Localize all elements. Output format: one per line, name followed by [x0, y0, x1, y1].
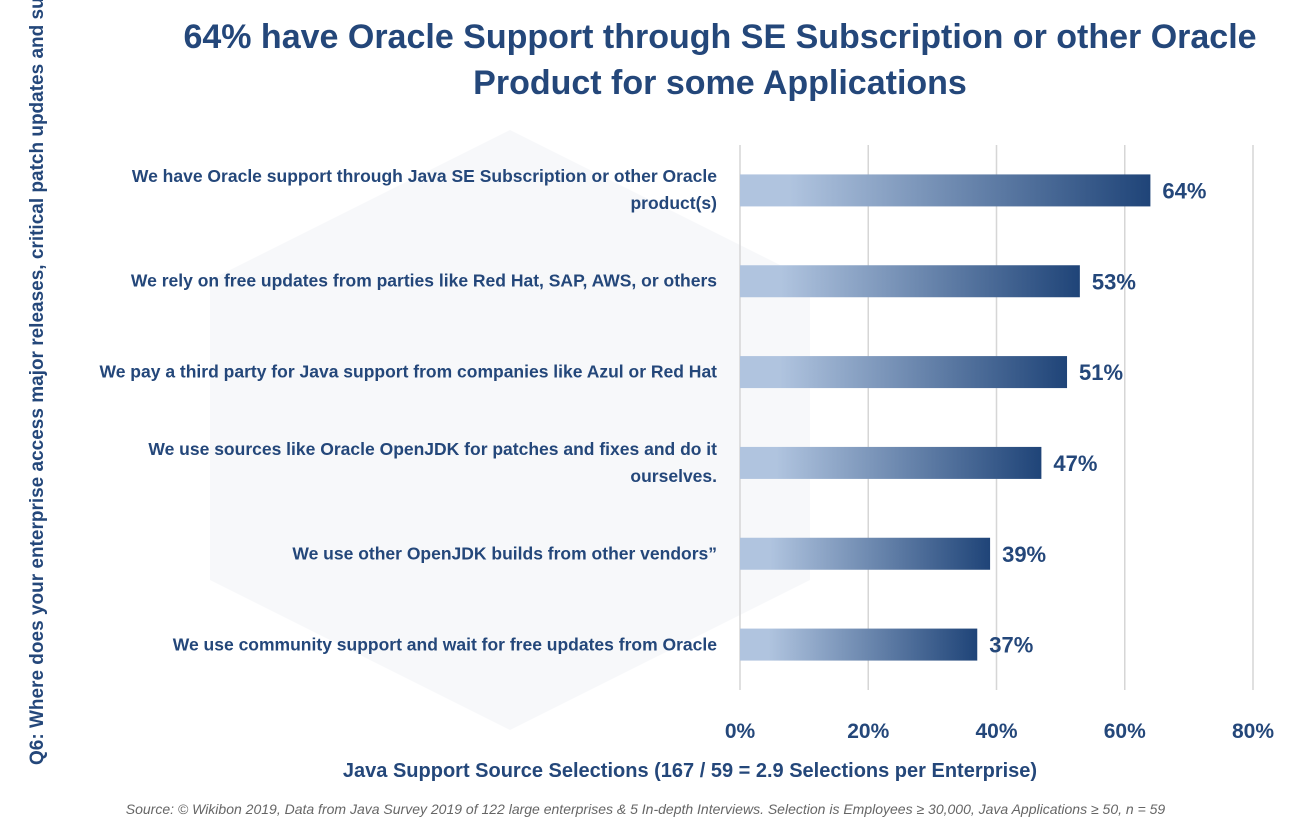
bar — [740, 446, 1042, 479]
data-label: 37% — [989, 633, 1033, 658]
data-label: 53% — [1092, 269, 1136, 294]
x-tick-label: 40% — [975, 720, 1017, 743]
category-label: We have Oracle support through Java SE S… — [131, 166, 717, 214]
category-label: We rely on free updates from parties lik… — [130, 270, 717, 291]
source-note: Source: © Wikibon 2019, Data from Java S… — [125, 801, 1166, 817]
category-label: We use other OpenJDK builds from other v… — [292, 543, 717, 564]
data-label: 64% — [1162, 178, 1206, 203]
bar — [740, 174, 1151, 207]
bar — [740, 356, 1068, 389]
chart-title: 64% have Oracle Support through SE Subsc… — [183, 18, 1257, 102]
data-label: 51% — [1079, 360, 1123, 385]
x-tick-label: 20% — [847, 720, 889, 743]
category-label: We use community support and wait for fr… — [172, 634, 717, 655]
x-tick-label: 0% — [725, 720, 756, 743]
bar — [740, 537, 991, 570]
data-label: 39% — [1002, 542, 1046, 567]
category-label: We use sources like Oracle OpenJDK for p… — [148, 438, 717, 486]
watermark-logo — [210, 130, 810, 730]
x-axis-label: Java Support Source Selections (167 / 59… — [342, 760, 1038, 782]
data-label: 47% — [1053, 451, 1097, 476]
bar — [740, 265, 1080, 298]
bar — [740, 628, 978, 661]
x-tick-label: 80% — [1232, 720, 1274, 743]
category-label: We pay a third party for Java support fr… — [99, 361, 718, 382]
x-tick-label: 60% — [1104, 720, 1146, 743]
